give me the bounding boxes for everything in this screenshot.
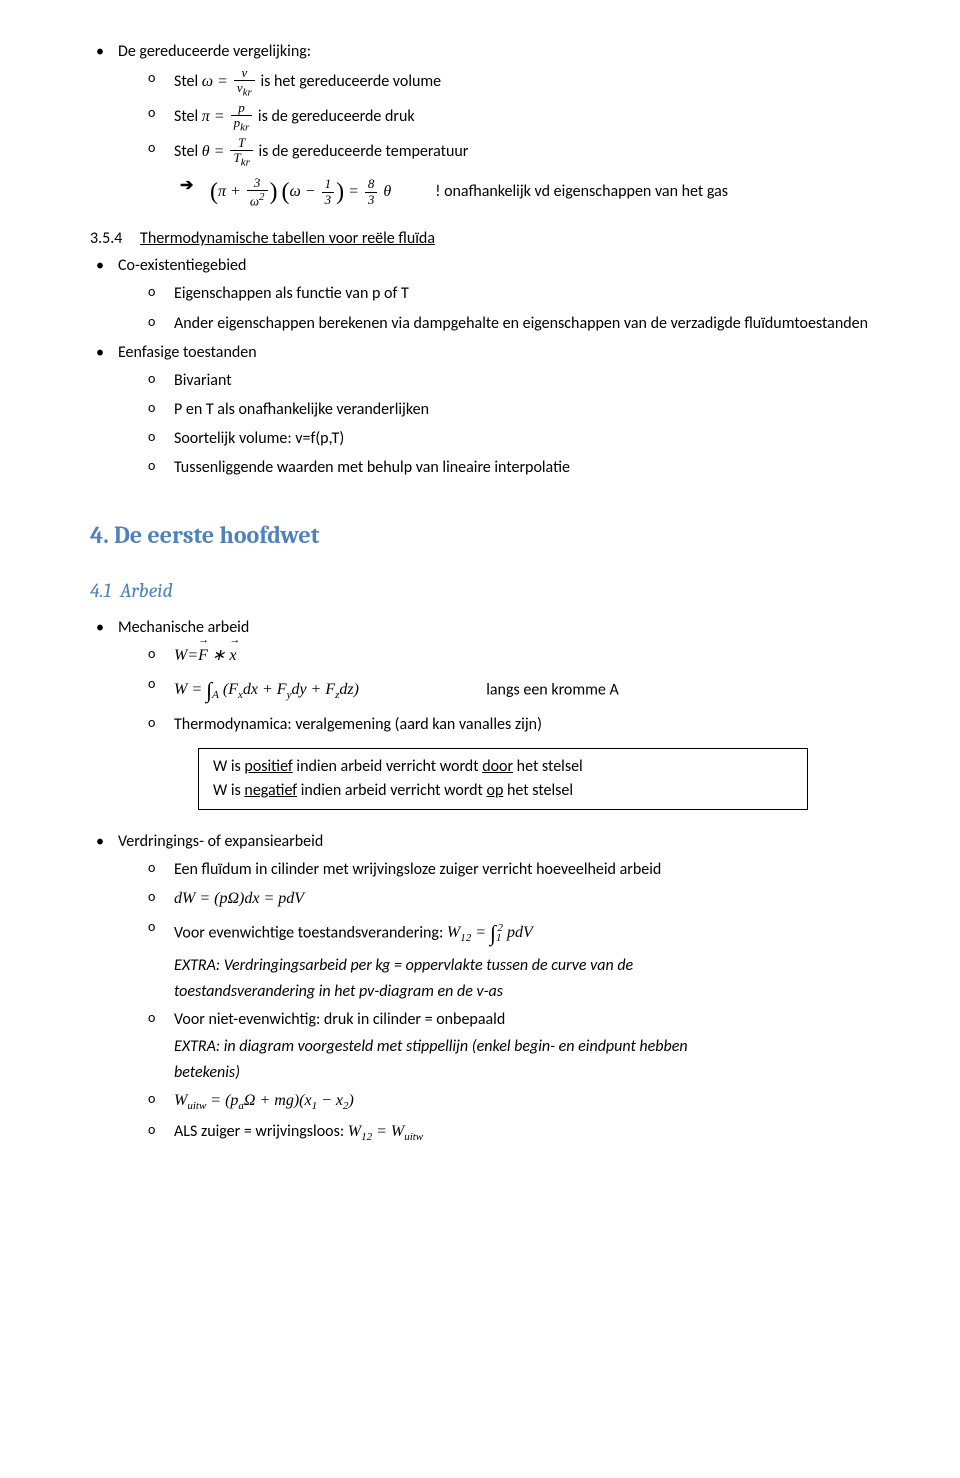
top-bullet-list: De gereduceerde vergelijking: Stel ω = v… xyxy=(90,40,890,211)
box-line-1: W is positief indien arbeid verricht wor… xyxy=(213,755,793,779)
reduced-pressure: Stel π = ppkr is de gereduceerde druk xyxy=(118,101,890,134)
singlephase-sub-2: Soortelijk volume: v=f(p,T) xyxy=(118,425,890,452)
verdringing-list: Verdringings- of expansiearbeid Een fluï… xyxy=(90,830,890,1147)
singlephase-sub-0: Bivariant xyxy=(118,367,890,394)
coexist-sub-0: Eigenschappen als functie van p of T xyxy=(118,280,890,307)
singlephase-sub-1: P en T als onafhankelijke veranderlijken xyxy=(118,396,890,423)
verdr-extra-1b: toestandsverandering in het pv-diagram e… xyxy=(118,980,890,1004)
verdr-extra-1a: EXTRA: Verdringingsarbeid per kg = opper… xyxy=(118,954,890,978)
coexist-label: Co-existentiegebied xyxy=(118,256,246,275)
verdr-sub-1: Een fluïdum in cilinder met wrijvingsloz… xyxy=(118,856,890,883)
verdr-sub-2: dW = (pΩ)dx = pdV xyxy=(118,885,890,912)
reduced-volume: Stel ω = vvkr is het gereduceerde volume xyxy=(118,66,890,99)
arbeid-sub-2: W = ∫A (Fxdx + Fydy + Fzdz) langs een kr… xyxy=(118,672,890,709)
top-bullet: De gereduceerde vergelijking: Stel ω = v… xyxy=(90,40,890,211)
h2-num: 4. xyxy=(90,521,109,549)
top-bullet-title: De gereduceerde vergelijking: xyxy=(118,42,311,61)
arrow-equation: (π + 3ω2) (ω − 13) = 83 θ ! onafhankelij… xyxy=(118,173,890,211)
verdr-sub-5: Wuitw = (paΩ + mg)(x1 − x2) xyxy=(118,1087,890,1116)
section-354-title: Thermodynamische tabellen voor reële flu… xyxy=(140,229,435,248)
verdr-extra-2a: EXTRA: in diagram voorgesteld met stippe… xyxy=(118,1035,890,1059)
section-354-header: 3.5.4 Thermodynamische tabellen voor reë… xyxy=(90,229,890,248)
verdr-sub-6: ALS zuiger = wrijvingsloos: W12 = Wuitw xyxy=(118,1118,890,1147)
singlephase-label: Eenfasige toestanden xyxy=(118,343,257,362)
arbeid-sub-1: W=F ∗ x xyxy=(118,642,890,669)
arrow-comment: ! onafhankelijk vd eigenschappen van het… xyxy=(435,179,728,205)
box-line-2: W is negatief indien arbeid verricht wor… xyxy=(213,779,793,803)
arbeid-sub-2-comment: langs een kromme A xyxy=(486,680,619,699)
coexist-sub-1: Ander eigenschappen berekenen via dampge… xyxy=(118,310,890,337)
singlephase-sub-3: Tussenliggende waarden met behulp van li… xyxy=(118,454,890,481)
verdr-sub-4: Voor niet-evenwichtig: druk in cilinder … xyxy=(118,1006,890,1033)
mech-arbeid-bullet: Mechanische arbeid W=F ∗ x W = ∫A (Fxdx … xyxy=(90,616,890,810)
heading-chapter-4: 4. De eerste hoofdwet xyxy=(90,521,890,549)
verdr-sub-3: Voor evenwichtige toestandsverandering: … xyxy=(118,915,890,952)
document-page: De gereduceerde vergelijking: Stel ω = v… xyxy=(0,0,960,1191)
reduced-temperature: Stel θ = TTkr is de gereduceerde tempera… xyxy=(118,136,890,169)
h2-title: De eerste hoofdwet xyxy=(114,521,319,549)
coexist-bullet: Co-existentiegebied Eigenschappen als fu… xyxy=(90,254,890,336)
verdringing-label: Verdringings- of expansiearbeid xyxy=(118,832,323,851)
arbeid-sub-3: Thermodynamica: veralgemening (aard kan … xyxy=(118,711,890,738)
h3-title: Arbeid xyxy=(120,579,173,602)
sign-convention-box: W is positief indien arbeid verricht wor… xyxy=(198,748,808,810)
heading-section-4-1: 4.1 Arbeid xyxy=(90,579,890,602)
section-354-list: Co-existentiegebied Eigenschappen als fu… xyxy=(90,254,890,481)
verdr-extra-2b: betekenis) xyxy=(118,1061,890,1085)
section-354-num: 3.5.4 xyxy=(90,229,122,248)
singlephase-bullet: Eenfasige toestanden Bivariant P en T al… xyxy=(90,341,890,482)
h3-num: 4.1 xyxy=(90,579,111,602)
arbeid-list: Mechanische arbeid W=F ∗ x W = ∫A (Fxdx … xyxy=(90,616,890,810)
verdringing-bullet: Verdringings- of expansiearbeid Een fluï… xyxy=(90,830,890,1147)
top-sub-list: Stel ω = vvkr is het gereduceerde volume… xyxy=(118,66,890,169)
